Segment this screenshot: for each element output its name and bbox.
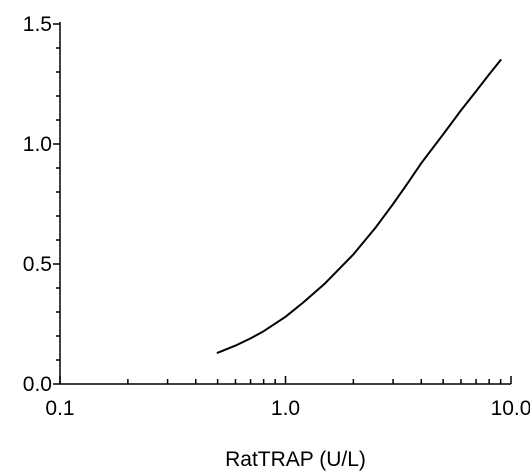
series-line: [216, 59, 502, 354]
x-axis-title: RatTRAP (U/L): [225, 448, 366, 471]
y-tick-label: 0.5: [23, 253, 52, 276]
y-tick-label: 0.0: [23, 373, 52, 396]
axes: [59, 22, 511, 385]
y-ticks: 0.0 0.5 1.0 1.5: [23, 13, 60, 396]
x-tick-label: 1.0: [271, 397, 300, 420]
x-tick-label: 0.1: [45, 397, 74, 420]
series-layer: [216, 59, 502, 354]
x-ticks: 0.1 1.0 10.0: [45, 376, 530, 420]
y-tick-label: 1.5: [23, 13, 52, 36]
y-tick-label: 1.0: [23, 133, 52, 156]
x-tick-label: 10.0: [491, 397, 530, 420]
